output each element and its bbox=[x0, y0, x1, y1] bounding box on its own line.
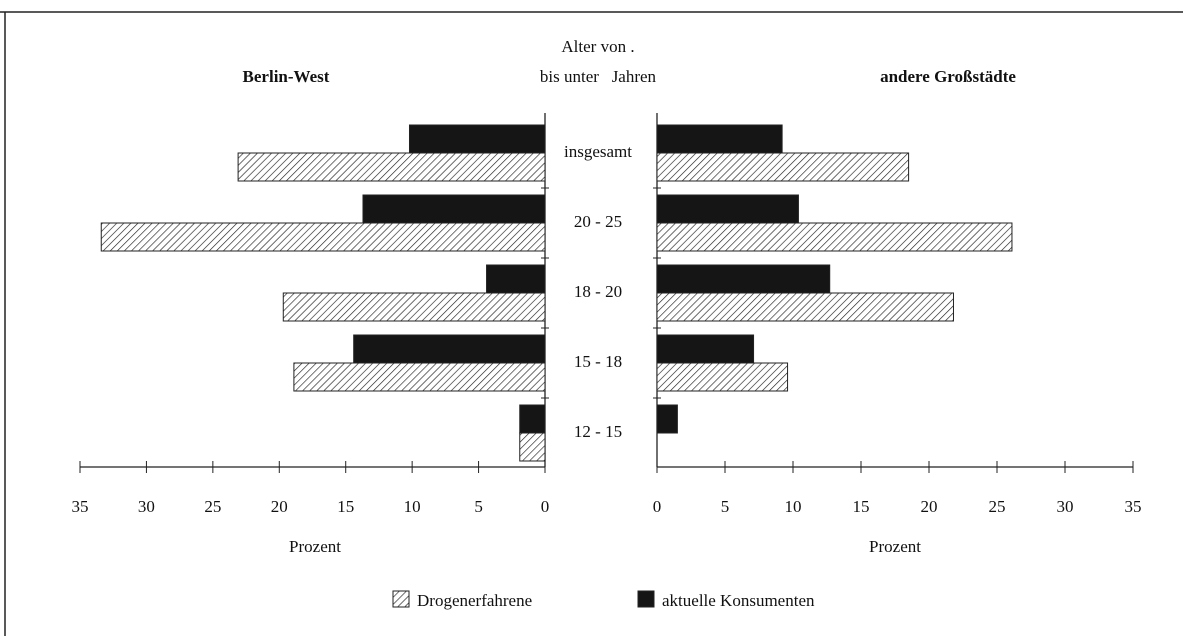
panel-title: Berlin-West bbox=[243, 67, 330, 86]
bar bbox=[100, 222, 546, 252]
x-tick-label: 25 bbox=[204, 497, 221, 516]
bar bbox=[353, 334, 546, 364]
legend-swatch bbox=[392, 590, 410, 608]
bar bbox=[656, 404, 678, 434]
x-tick-label: 35 bbox=[72, 497, 89, 516]
bar bbox=[656, 264, 831, 294]
category-label: 15 - 18 bbox=[574, 352, 622, 371]
x-tick-label: 5 bbox=[721, 497, 730, 516]
legend-swatch bbox=[637, 590, 655, 608]
x-tick-label: 5 bbox=[474, 497, 483, 516]
category-title: bis unter Jahren bbox=[540, 67, 657, 86]
bar bbox=[656, 194, 799, 224]
x-tick-label: 35 bbox=[1125, 497, 1142, 516]
x-tick-label: 20 bbox=[921, 497, 938, 516]
bar bbox=[486, 264, 546, 294]
bar bbox=[408, 124, 546, 154]
x-tick-label: 10 bbox=[785, 497, 802, 516]
bar bbox=[519, 404, 546, 434]
bar bbox=[656, 222, 1013, 252]
category-label: 18 - 20 bbox=[574, 282, 622, 301]
bar bbox=[282, 292, 546, 322]
bar bbox=[293, 362, 546, 392]
x-tick-label: 30 bbox=[1057, 497, 1074, 516]
x-tick-label: 0 bbox=[541, 497, 550, 516]
x-tick-label: 15 bbox=[853, 497, 870, 516]
x-tick-label: 15 bbox=[337, 497, 354, 516]
x-tick-label: 0 bbox=[653, 497, 662, 516]
x-tick-label: 20 bbox=[271, 497, 288, 516]
x-tick-label: 25 bbox=[989, 497, 1006, 516]
x-axis-label: Prozent bbox=[869, 537, 921, 556]
bar bbox=[656, 362, 789, 392]
bar bbox=[519, 432, 546, 462]
x-tick-label: 10 bbox=[404, 497, 421, 516]
bar bbox=[656, 334, 755, 364]
bar bbox=[237, 152, 546, 182]
category-label: insgesamt bbox=[564, 142, 632, 161]
category-label: 12 - 15 bbox=[574, 422, 622, 441]
bar bbox=[656, 292, 954, 322]
panel-title: andere Großstädte bbox=[880, 67, 1016, 86]
bar bbox=[656, 152, 910, 182]
category-title: Alter von . bbox=[561, 37, 634, 56]
legend-label: Drogenerfahrene bbox=[417, 591, 532, 610]
x-tick-label: 30 bbox=[138, 497, 155, 516]
x-axis-label: Prozent bbox=[289, 537, 341, 556]
legend-label: aktuelle Konsumenten bbox=[662, 591, 815, 610]
bar bbox=[656, 124, 783, 154]
bar bbox=[362, 194, 546, 224]
category-label: 20 - 25 bbox=[574, 212, 622, 231]
